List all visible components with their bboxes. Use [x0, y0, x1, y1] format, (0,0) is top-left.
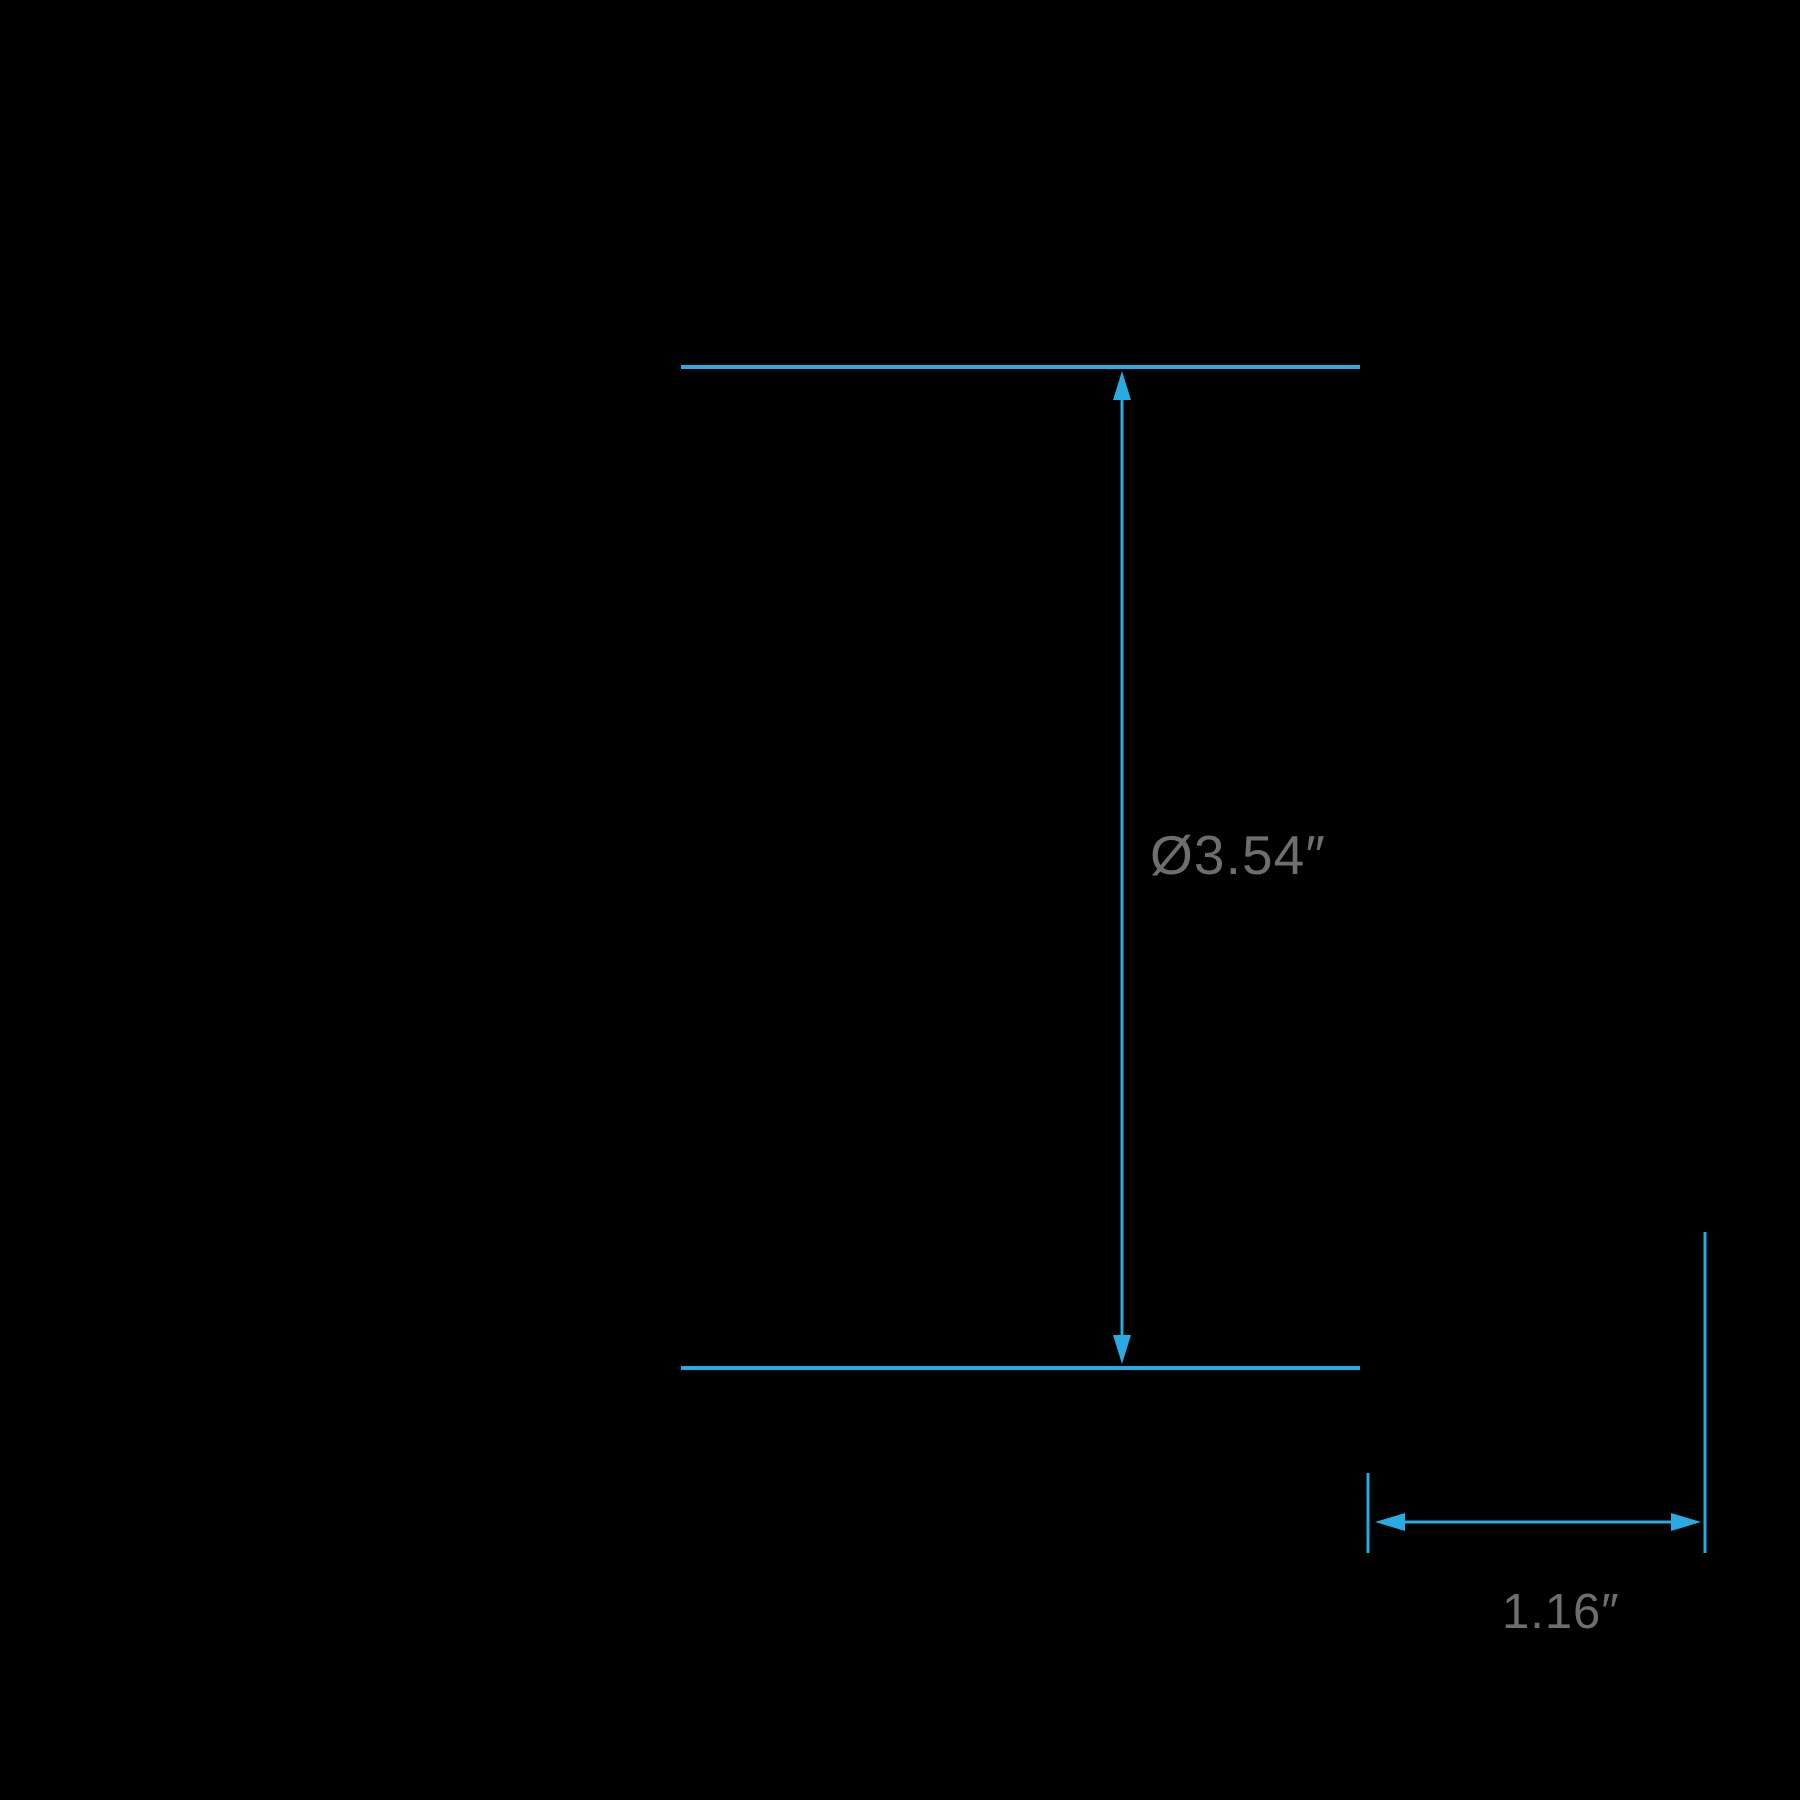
depth-dimension: [1366, 1232, 1707, 1553]
arrow-down-icon: [1113, 1335, 1131, 1364]
depth-label: 1.16″: [1502, 1585, 1620, 1639]
arrow-left-icon: [1375, 1513, 1405, 1531]
diameter-dimension: [681, 365, 1360, 1370]
arrow-right-icon: [1671, 1513, 1701, 1531]
diameter-label: Ø3.54″: [1150, 824, 1326, 886]
arrow-up-icon: [1113, 371, 1131, 400]
